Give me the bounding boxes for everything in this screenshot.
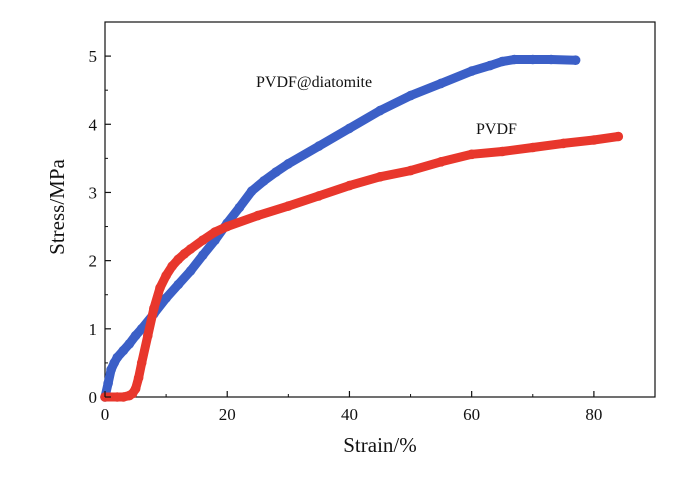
data-point <box>405 90 416 101</box>
series-pvdf <box>100 131 624 402</box>
data-point <box>185 244 196 254</box>
data-point <box>283 201 294 211</box>
x-tick-label: 60 <box>463 405 480 424</box>
data-point <box>103 378 113 389</box>
x-tick-label: 0 <box>101 405 110 424</box>
data-point <box>198 235 208 245</box>
data-point <box>314 191 324 201</box>
data-point <box>130 384 141 394</box>
data-point <box>344 180 355 191</box>
data-point <box>149 303 159 314</box>
data-point <box>466 149 477 160</box>
data-point <box>375 172 385 182</box>
data-point <box>528 54 538 65</box>
data-point <box>283 159 294 169</box>
annotation-pvdf: PVDF <box>476 121 517 138</box>
series-layer <box>100 54 624 402</box>
data-point <box>546 54 556 65</box>
plot-area <box>104 21 656 398</box>
y-tick-label: 5 <box>89 47 98 66</box>
data-point <box>558 138 569 149</box>
data-point <box>124 339 135 349</box>
y-axis-title: Stress/MPa <box>45 158 69 254</box>
data-point <box>130 330 141 341</box>
annotation-pvdf-diatomite: PVDF@diatomite <box>256 74 372 91</box>
data-point <box>259 176 269 186</box>
axes-layer: 0 20 40 60 80 0 1 2 3 4 5 <box>89 47 603 424</box>
data-point <box>497 146 508 157</box>
data-point <box>222 221 232 232</box>
y-tick-label: 4 <box>89 115 98 134</box>
data-point <box>173 254 184 265</box>
data-point <box>589 135 599 145</box>
data-point <box>234 202 245 213</box>
x-axis-title: Strain/% <box>343 433 417 457</box>
data-point <box>133 373 144 383</box>
data-point <box>314 141 324 151</box>
data-point <box>136 358 147 368</box>
data-point <box>436 78 446 89</box>
data-point <box>466 66 477 76</box>
x-tick-label: 20 <box>219 405 236 424</box>
data-point <box>161 270 171 281</box>
data-point <box>173 279 184 290</box>
data-point <box>528 142 538 153</box>
data-point <box>570 55 581 65</box>
data-point <box>497 56 508 67</box>
data-point <box>436 157 446 167</box>
data-point <box>344 123 355 134</box>
data-point <box>509 54 520 65</box>
y-tick-label: 2 <box>89 252 98 271</box>
data-point <box>167 261 177 271</box>
x-tick-label: 80 <box>585 405 602 424</box>
data-point <box>155 283 165 293</box>
series-pvdf-diatomite <box>100 54 581 402</box>
y-tick-label: 1 <box>89 320 98 339</box>
data-point <box>143 330 153 341</box>
data-point <box>161 293 171 303</box>
data-point <box>118 345 129 356</box>
x-tick-label: 40 <box>341 405 358 424</box>
data-point <box>405 165 416 176</box>
data-point <box>375 105 385 116</box>
y-tick-label: 0 <box>89 388 98 407</box>
series-line <box>100 55 581 402</box>
data-point <box>246 186 257 196</box>
data-point <box>185 266 196 276</box>
data-point <box>271 167 281 177</box>
data-point <box>485 60 495 71</box>
data-point <box>136 324 147 334</box>
plot-frame <box>104 21 656 398</box>
series-line <box>100 132 623 402</box>
data-point <box>112 352 122 363</box>
data-point <box>198 250 208 260</box>
data-point <box>252 210 263 221</box>
y-tick-label: 3 <box>89 183 98 202</box>
data-point <box>613 131 624 142</box>
data-point <box>210 227 220 237</box>
